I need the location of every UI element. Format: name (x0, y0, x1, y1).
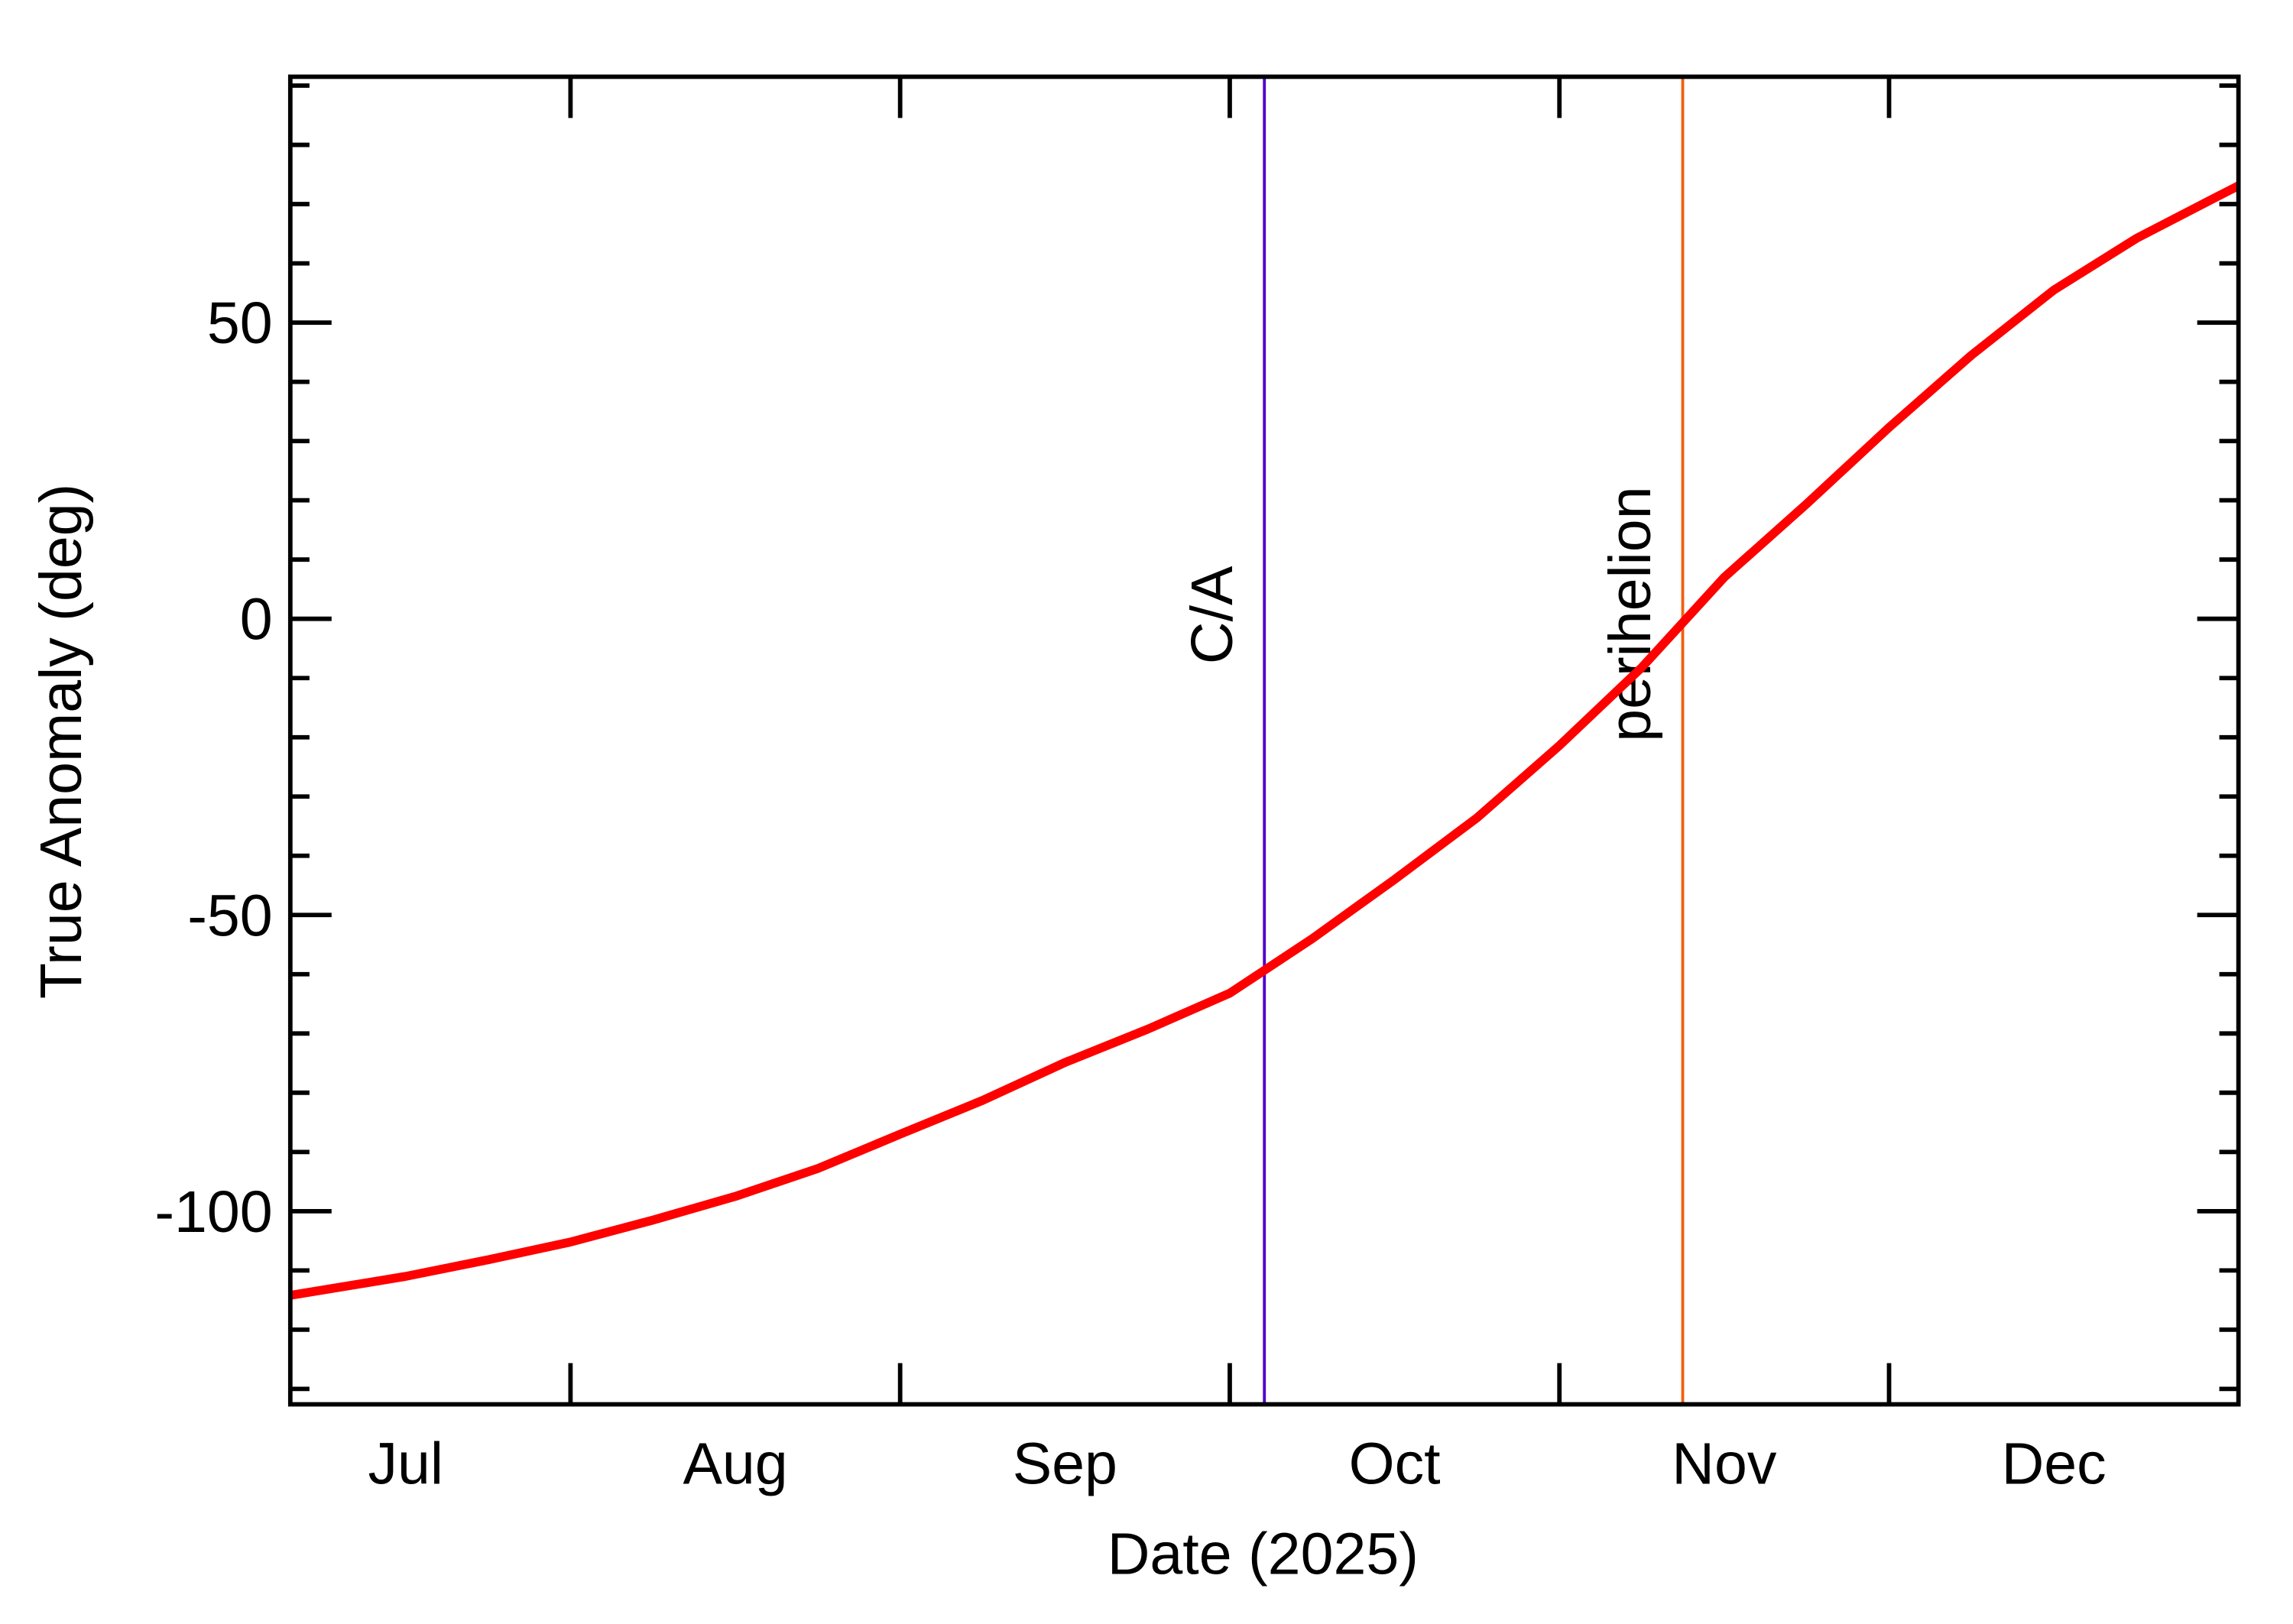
x-tick-label: Nov (1672, 1431, 1777, 1497)
y-tick-label: -100 (154, 1179, 272, 1245)
x-tick-label: Oct (1349, 1431, 1441, 1497)
x-tick-label: Sep (1013, 1431, 1117, 1497)
x-axis-label: Date (2025) (1108, 1521, 1419, 1587)
x-tick-label: Jul (368, 1431, 443, 1497)
x-tick-label: Dec (2002, 1431, 2107, 1497)
plot-frame (287, 74, 2241, 1407)
y-axis-label: True Anomaly (deg) (28, 484, 94, 999)
x-tick-label: Aug (683, 1431, 787, 1497)
y-tick-label: -50 (187, 883, 272, 948)
y-tick-label: 0 (240, 587, 273, 653)
annotation-label: C/A (1179, 566, 1245, 664)
data-line (289, 181, 2241, 1300)
y-tick-label: 50 (207, 290, 273, 356)
